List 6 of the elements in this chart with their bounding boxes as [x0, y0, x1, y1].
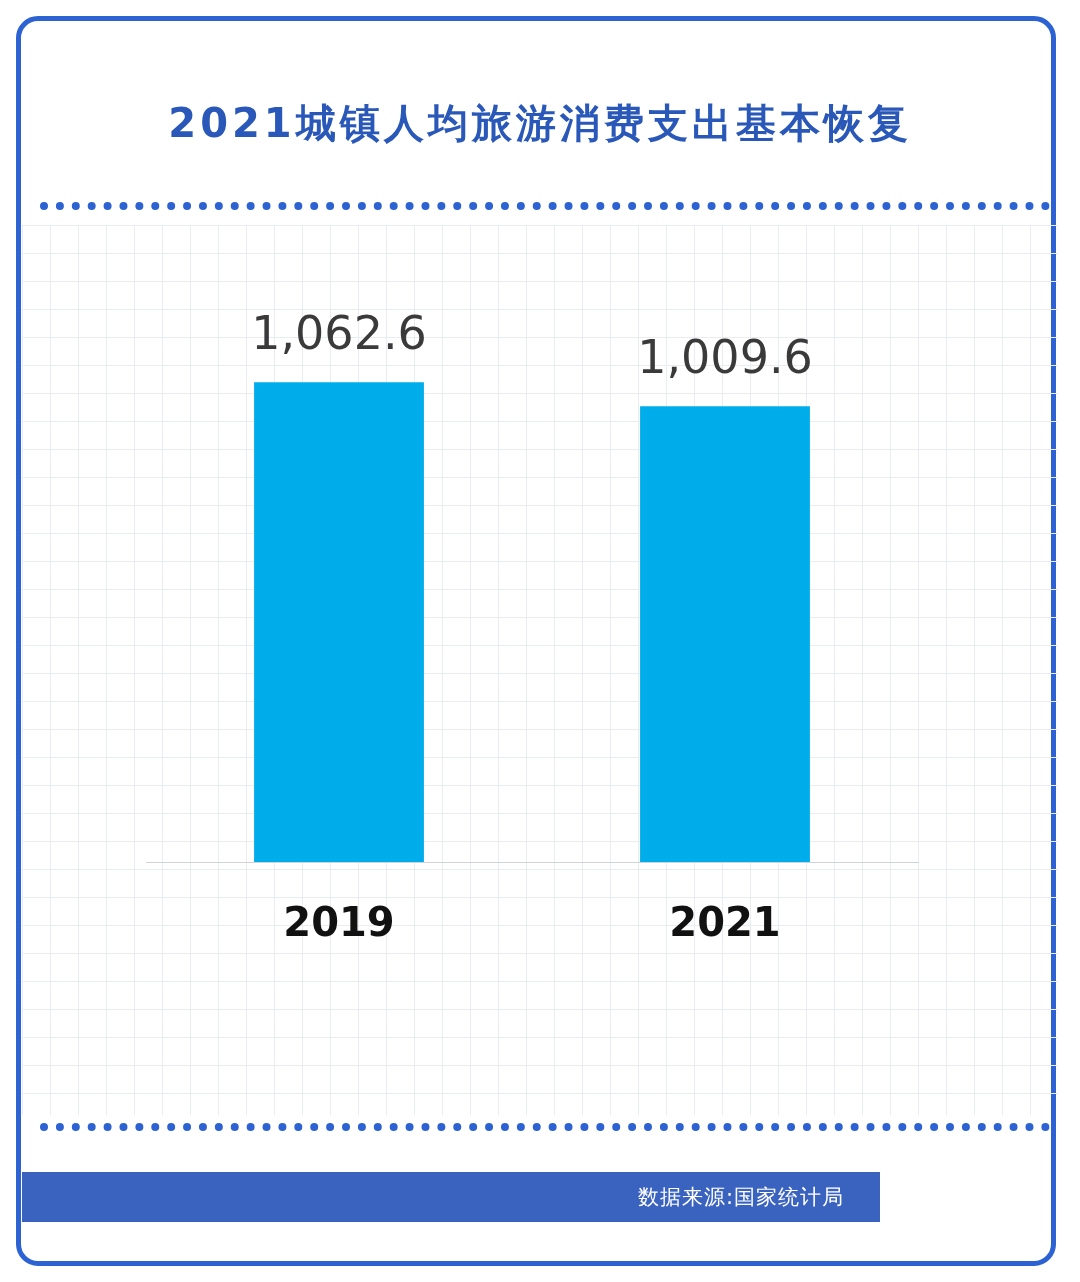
x-tick-label: 2021 — [669, 899, 781, 946]
chart-title: 2021城镇人均旅游消费支出基本恢复 — [167, 99, 913, 148]
source-note: 数据来源:国家统计局 — [637, 1185, 844, 1209]
data-label: 1,062.6 — [251, 306, 427, 361]
data-label: 1,009.6 — [637, 330, 813, 385]
x-tick-label: 2019 — [283, 899, 395, 946]
